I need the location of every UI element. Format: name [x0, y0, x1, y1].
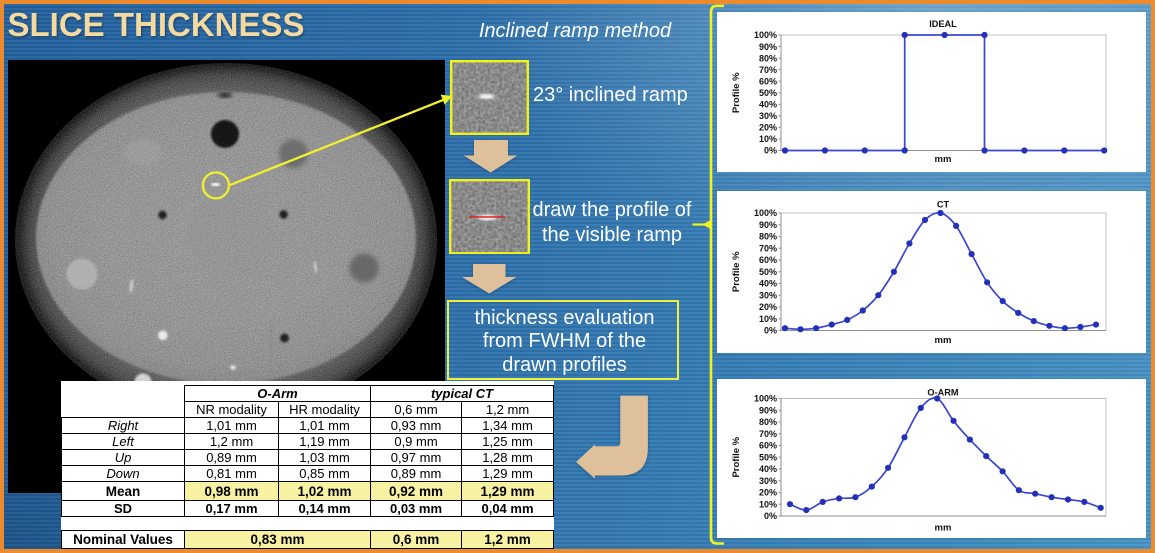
svg-text:CT: CT [937, 200, 950, 210]
svg-text:Profile %: Profile % [731, 251, 742, 292]
svg-text:100%: 100% [754, 393, 777, 403]
svg-text:10%: 10% [759, 314, 777, 324]
svg-text:70%: 70% [759, 244, 777, 254]
svg-text:100%: 100% [754, 30, 777, 40]
svg-text:O-ARM: O-ARM [927, 387, 958, 397]
svg-text:mm: mm [935, 154, 952, 165]
svg-text:0%: 0% [764, 326, 777, 336]
svg-text:80%: 80% [759, 232, 777, 242]
svg-text:90%: 90% [759, 405, 777, 415]
svg-text:40%: 40% [759, 100, 777, 110]
svg-text:80%: 80% [759, 417, 777, 427]
svg-text:IDEAL: IDEAL [929, 19, 957, 29]
svg-text:30%: 30% [759, 291, 777, 301]
svg-text:20%: 20% [759, 302, 777, 312]
svg-text:10%: 10% [759, 134, 777, 144]
svg-text:10%: 10% [759, 499, 777, 509]
svg-text:20%: 20% [759, 123, 777, 133]
svg-text:mm: mm [935, 522, 952, 533]
svg-text:60%: 60% [759, 440, 777, 450]
svg-text:70%: 70% [759, 65, 777, 75]
svg-text:Profile %: Profile % [731, 436, 742, 477]
svg-text:50%: 50% [759, 452, 777, 462]
svg-text:60%: 60% [759, 76, 777, 86]
svg-text:60%: 60% [759, 255, 777, 265]
svg-text:20%: 20% [759, 487, 777, 497]
svg-text:50%: 50% [759, 267, 777, 277]
svg-text:30%: 30% [759, 111, 777, 121]
svg-text:30%: 30% [759, 476, 777, 486]
svg-text:0%: 0% [764, 511, 777, 521]
svg-text:40%: 40% [759, 464, 777, 474]
svg-text:90%: 90% [759, 42, 777, 52]
svg-text:80%: 80% [759, 53, 777, 63]
svg-text:0%: 0% [764, 146, 777, 156]
svg-text:100%: 100% [754, 208, 777, 218]
svg-text:90%: 90% [759, 220, 777, 230]
svg-text:70%: 70% [759, 429, 777, 439]
svg-text:50%: 50% [759, 88, 777, 98]
svg-text:40%: 40% [759, 279, 777, 289]
svg-text:mm: mm [935, 335, 952, 346]
svg-text:Profile %: Profile % [731, 72, 742, 113]
